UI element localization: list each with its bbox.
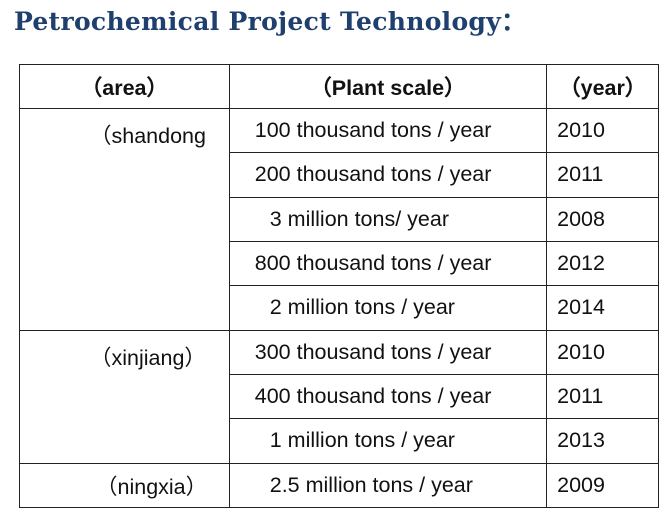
- scale-cell: 3 million tons/ year: [228, 196, 548, 242]
- table-row: 200 thousand tons / year 2011: [20, 152, 659, 198]
- area-cell: （shandong: [19, 108, 230, 331]
- scale-cell: 800 thousand tons / year: [228, 240, 548, 287]
- table-row: （ningxia） 2.5 million tons / year 2009: [19, 462, 659, 509]
- year-cell: 2009: [546, 462, 659, 509]
- page-title: Petrochemical Project Technology：: [14, 7, 527, 36]
- year-cell: 2008: [546, 196, 659, 242]
- area-cell: （ningxia）: [19, 462, 230, 509]
- year-cell: 2011: [546, 152, 659, 198]
- year-cell: 2012: [546, 240, 659, 287]
- year-cell: 2013: [546, 418, 659, 464]
- header-year: （year）: [546, 64, 659, 109]
- year-cell: 2010: [546, 329, 659, 375]
- table-row: 1 million tons / year 2013: [20, 418, 659, 464]
- area-cell: （xinjiang）: [19, 329, 230, 464]
- header-plant-scale: （Plant scale）: [228, 64, 548, 109]
- year-cell: 2010: [546, 107, 659, 154]
- table-row: 400 thousand tons / year 2011: [20, 373, 659, 420]
- header-area: （area）: [19, 64, 230, 109]
- table-row: （shandong 100 thousand tons / year 2010: [19, 107, 659, 331]
- scale-cell: 300 thousand tons / year: [228, 329, 548, 375]
- table-row: （xinjiang） 300 thousand tons / year 2010: [19, 329, 659, 464]
- scale-cell: 2 million tons / year: [228, 285, 548, 331]
- year-cell: 2011: [546, 373, 659, 420]
- table-header-row: （area） （Plant scale） （year）: [19, 64, 659, 109]
- scale-cell: 400 thousand tons / year: [228, 373, 548, 420]
- year-cell: 2014: [546, 285, 659, 331]
- scale-cell: 2.5 million tons / year: [228, 462, 548, 509]
- scale-cell: 1 million tons / year: [228, 418, 548, 464]
- project-table: （area） （Plant scale） （year） （shandong 10…: [19, 64, 659, 509]
- scale-cell: 200 thousand tons / year: [228, 152, 548, 198]
- scale-cell: 100 thousand tons / year: [228, 107, 548, 154]
